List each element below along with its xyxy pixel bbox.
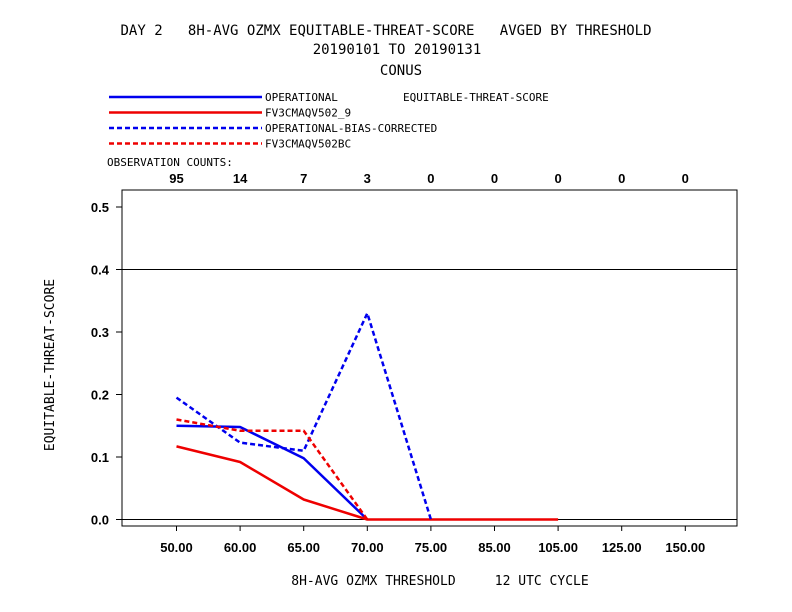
chart-subtitle: 20190101 TO 20190131: [313, 42, 482, 58]
x-tick-label: 60.00: [224, 540, 257, 555]
x-tick-label: 85.00: [478, 540, 511, 555]
observation-count: 0: [618, 171, 625, 186]
observation-count: 0: [554, 171, 561, 186]
observation-count: 3: [364, 171, 371, 186]
reference-lines: [122, 269, 737, 520]
observation-counts-label: OBSERVATION COUNTS:: [107, 156, 233, 169]
observation-count: 14: [233, 171, 248, 186]
x-tick-label: 65.00: [287, 540, 320, 555]
y-tick-label: 0.0: [91, 513, 109, 528]
x-tick-label: 125.00: [602, 540, 642, 555]
x-tick-label: 150.00: [665, 540, 705, 555]
series-line: [176, 445, 559, 521]
x-tick-label: 75.00: [415, 540, 448, 555]
chart-region: CONUS: [380, 63, 422, 79]
y-tick-label: 0.4: [91, 263, 110, 278]
legend-label: FV3CMAQV502_9: [265, 107, 351, 120]
x-tick-label: 105.00: [538, 540, 578, 555]
x-axis-label: 8H-AVG OZMX THRESHOLD 12 UTC CYCLE: [291, 574, 588, 589]
x-axis: 50.00 60.00 65.00 70.00 75.00 85.00 105.00 125.…: [160, 526, 705, 555]
legend-label: OPERATIONAL: [265, 91, 338, 104]
observation-count: 0: [427, 171, 434, 186]
series-line: [175, 312, 433, 520]
legend: OPERATIONAL FV3CMAQV502_9 OPERATIONAL-BIAS…: [109, 91, 437, 151]
y-axis-label: EQUITABLE-THREAT-SCORE: [43, 279, 58, 451]
legend-label: OPERATIONAL-BIAS-CORRECTED: [265, 122, 437, 135]
series-line: [176, 418, 369, 521]
y-tick-label: 0.1: [91, 450, 109, 465]
observation-count: 0: [491, 171, 498, 186]
chart-title: DAY 2 8H-AVG OZMX EQUITABLE-THREAT-SCORE…: [120, 23, 651, 39]
y-axis: 0.0 0.1 0.2 0.3 0.4 0.5: [91, 200, 122, 528]
legend-label: FV3CMAQV502BC: [265, 138, 351, 151]
x-tick-label: 70.00: [351, 540, 384, 555]
series-lines: [175, 312, 559, 521]
y-tick-label: 0.5: [91, 200, 109, 215]
observation-count: 7: [300, 171, 307, 186]
x-tick-label: 50.00: [160, 540, 193, 555]
y-tick-label: 0.2: [91, 388, 109, 403]
legend-header: EQUITABLE-THREAT-SCORE: [403, 91, 549, 104]
observation-count: 0: [682, 171, 689, 186]
series-line: [176, 424, 369, 521]
observation-counts: 95 14 7 3 0 0 0 0 0: [169, 171, 689, 186]
observation-count: 95: [169, 171, 183, 186]
y-tick-label: 0.3: [91, 325, 109, 340]
plot-frame: [121, 189, 738, 527]
